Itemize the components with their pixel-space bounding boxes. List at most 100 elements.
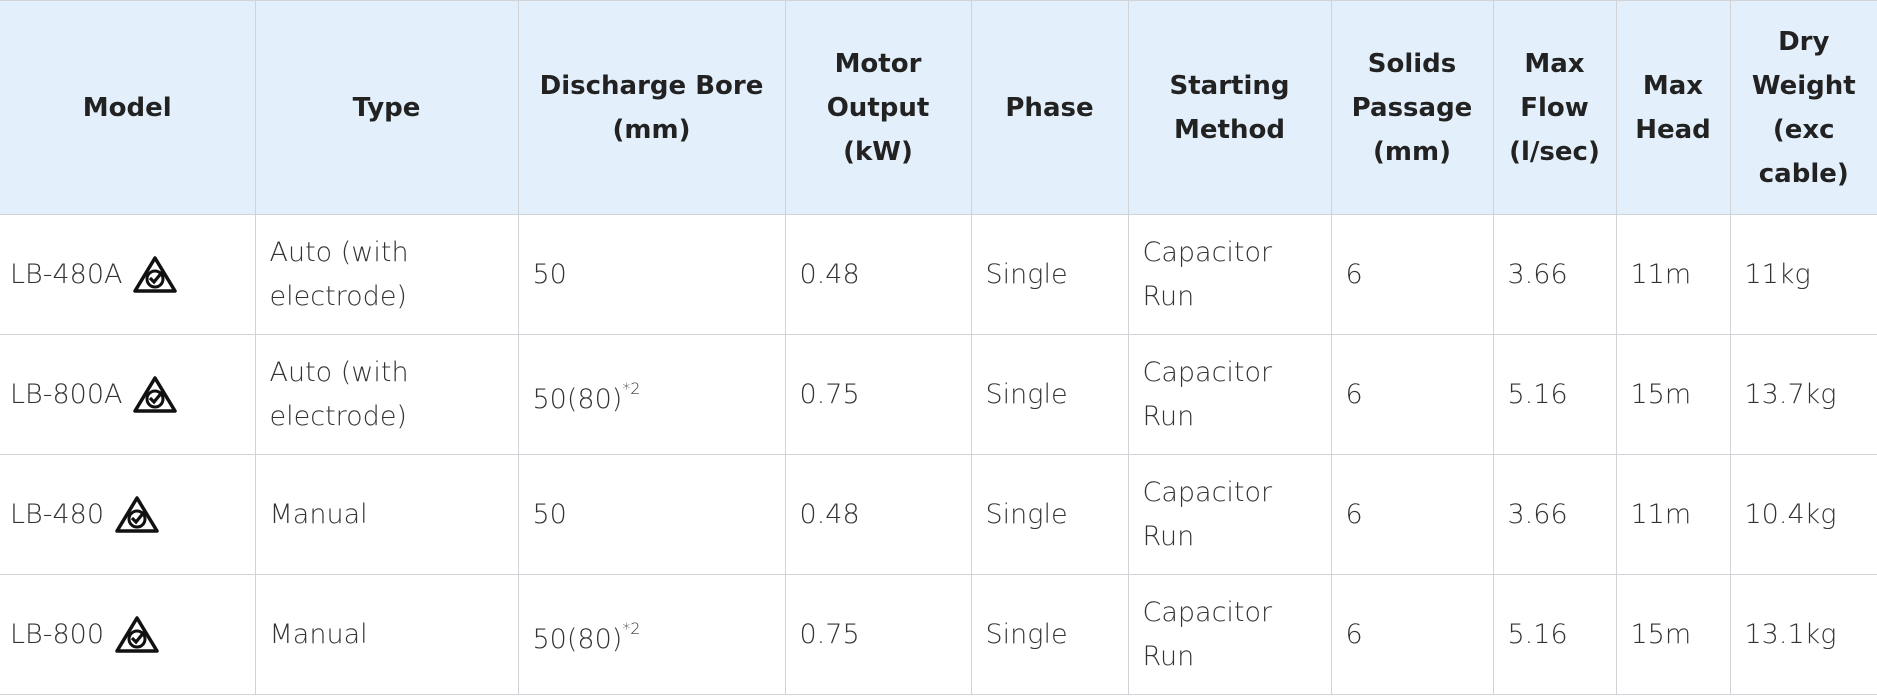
cell-text: 13.1kg: [1744, 618, 1837, 650]
cell-text: Single: [985, 618, 1068, 650]
table-cell: Single: [970, 334, 1129, 455]
table-cell: Capacitor Run: [1127, 574, 1332, 695]
cell-text: 5.16: [1507, 378, 1568, 410]
cell-text: 3.66: [1507, 498, 1568, 530]
cell-text: 15m: [1630, 618, 1692, 650]
table-cell: 6: [1330, 454, 1494, 575]
cell-text: Capacitor Run: [1142, 476, 1273, 552]
table-cell: 15m: [1615, 334, 1731, 455]
cell-text: 0.48: [799, 258, 860, 290]
table-cell: 0.48: [784, 454, 972, 575]
cell-text: 11m: [1630, 498, 1692, 530]
cell-text: Capacitor Run: [1142, 356, 1273, 432]
table-cell: LB-480: [0, 454, 256, 575]
table-cell: LB-800: [0, 574, 256, 695]
rcm-icon: [133, 376, 178, 413]
table-cell: 13.1kg: [1729, 574, 1877, 695]
table-row: LB-800 Manual 50(80)*2 0.75 Single Capacitor …: [0, 574, 1877, 695]
table-cell: Single: [970, 454, 1129, 575]
table-cell: Auto (with electrode): [254, 334, 519, 455]
cell-text: 50(80): [532, 384, 623, 415]
table-cell: 11m: [1615, 454, 1731, 575]
table-cell: 5.16: [1492, 574, 1617, 695]
cell-text: 0.75: [799, 378, 860, 410]
model-name: LB-480: [10, 498, 104, 530]
column-header: Max Head: [1615, 0, 1731, 215]
footnote-mark: *2: [622, 619, 641, 638]
table-cell: 15m: [1615, 574, 1731, 695]
table-cell: Manual: [254, 454, 519, 575]
rcm-icon: [115, 496, 159, 533]
cell-text: 6: [1345, 378, 1363, 410]
cell-text: 15m: [1630, 378, 1692, 410]
footnote-mark: *2: [622, 379, 641, 398]
header-row: Model Type Discharge Bore (mm) Motor Output…: [0, 0, 1877, 215]
model-name: LB-480A: [10, 258, 123, 290]
cell-text: 11m: [1630, 258, 1692, 290]
cell-text: Single: [985, 258, 1068, 290]
cell-text: 6: [1345, 498, 1363, 530]
table-cell: 3.66: [1492, 454, 1617, 575]
table-cell: 6: [1330, 334, 1494, 455]
rcm-icon: [115, 616, 159, 653]
cell-text: 50(80): [532, 624, 623, 655]
column-header: Solids Passage (mm): [1330, 0, 1494, 215]
table-cell: 6: [1330, 574, 1494, 695]
cell-text: 5.16: [1507, 618, 1568, 650]
table-cell: 50(80)*2: [517, 334, 786, 455]
table-cell: Single: [970, 574, 1129, 695]
table-cell: 0.48: [784, 214, 972, 335]
model-name: LB-800: [10, 618, 104, 650]
cell-text: Manual: [269, 498, 368, 530]
cell-text: Capacitor Run: [1142, 596, 1273, 672]
table-row: LB-480 Manual 50 0.48 Single Capacitor Run 6 3.…: [0, 454, 1877, 575]
cell-text: 11kg: [1744, 258, 1811, 290]
table-cell: 13.7kg: [1729, 334, 1877, 455]
cell-text: 13.7kg: [1744, 378, 1837, 410]
cell-text: 10.4kg: [1744, 498, 1837, 530]
table-cell: 11m: [1615, 214, 1731, 335]
table-row: LB-480A Auto (with electrode) 50 0.48 Single…: [0, 214, 1877, 335]
cell-text: 6: [1345, 258, 1363, 290]
column-header: Model: [0, 0, 256, 215]
table-cell: 0.75: [784, 334, 972, 455]
table-body: LB-480A Auto (with electrode) 50 0.48 Single…: [0, 214, 1877, 695]
table-cell: 11kg: [1729, 214, 1877, 335]
column-header: Max Flow (l/sec): [1492, 0, 1617, 215]
cell-text: 0.48: [799, 498, 860, 530]
cell-text: 6: [1345, 618, 1363, 650]
cell-text: 50: [532, 258, 567, 290]
column-header: Motor Output (kW): [784, 0, 972, 215]
rcm-icon: [133, 256, 178, 293]
cell-text: 3.66: [1507, 258, 1568, 290]
column-header: Type: [254, 0, 519, 215]
table-cell: Single: [970, 214, 1129, 335]
cell-text: Manual: [269, 618, 368, 650]
cell-text: Auto (with electrode): [269, 356, 409, 432]
table-cell: Capacitor Run: [1127, 454, 1332, 575]
column-header: Dry Weight (exc cable): [1729, 0, 1877, 215]
table-cell: LB-480A: [0, 214, 256, 335]
table-row: LB-800A Auto (with electrode) 50(80)*2 0.75…: [0, 334, 1877, 455]
cell-text: Capacitor Run: [1142, 236, 1273, 312]
cell-text: 50: [532, 498, 567, 530]
table-cell: 3.66: [1492, 214, 1617, 335]
table-cell: 6: [1330, 214, 1494, 335]
table-cell: 50: [517, 214, 786, 335]
cell-text: Auto (with electrode): [269, 236, 409, 312]
table-cell: Capacitor Run: [1127, 334, 1332, 455]
model-name: LB-800A: [10, 378, 123, 410]
table-cell: 0.75: [784, 574, 972, 695]
table-cell: 10.4kg: [1729, 454, 1877, 575]
cell-text: 0.75: [799, 618, 860, 650]
table-cell: Manual: [254, 574, 519, 695]
table-cell: LB-800A: [0, 334, 256, 455]
column-header: Starting Method: [1127, 0, 1332, 215]
column-header: Discharge Bore (mm): [517, 0, 786, 215]
cell-text: Single: [985, 378, 1068, 410]
table-cell: Auto (with electrode): [254, 214, 519, 335]
table-cell: 50(80)*2: [517, 574, 786, 695]
table-cell: 5.16: [1492, 334, 1617, 455]
